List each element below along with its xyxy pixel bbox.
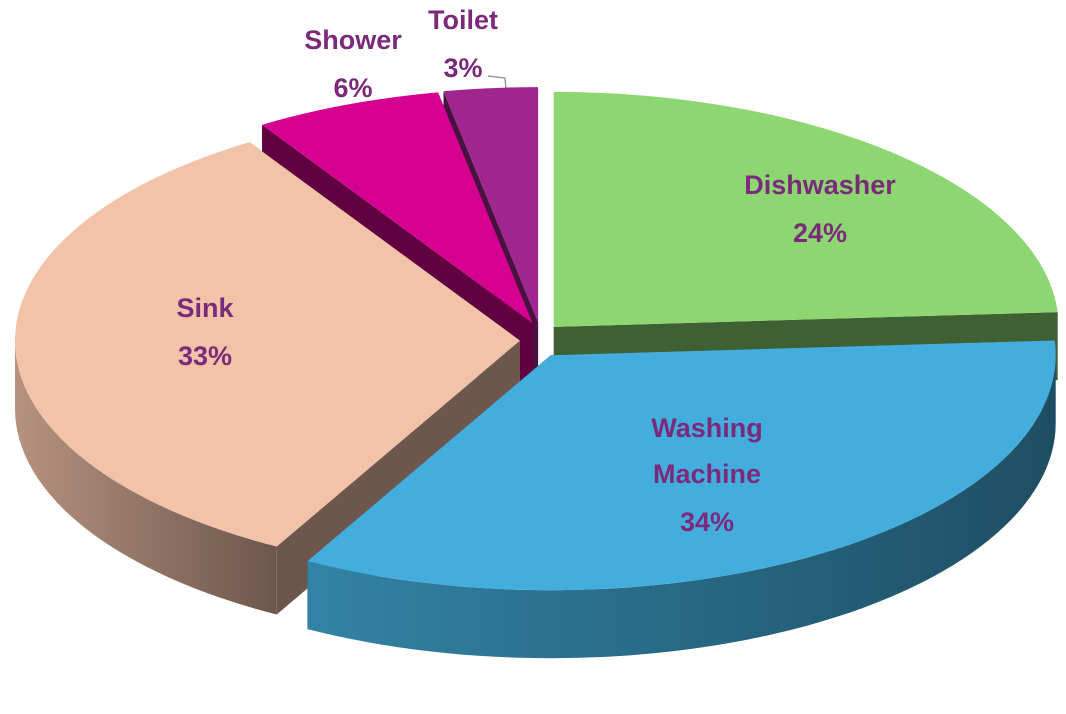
slice-top xyxy=(262,92,533,324)
value-label: 33% xyxy=(178,341,232,371)
slice-top xyxy=(15,142,521,547)
value-label: 34% xyxy=(680,507,734,537)
slice xyxy=(307,340,1056,659)
label-line: Dishwasher xyxy=(744,170,896,200)
slice-label: Dishwasher xyxy=(744,170,896,200)
label-line: Shower xyxy=(304,25,402,55)
label-line: Toilet xyxy=(428,5,498,35)
slice-label: Shower xyxy=(304,25,402,55)
slice-label: Sink xyxy=(176,293,234,323)
value-label: 6% xyxy=(333,73,372,103)
label-line: Machine xyxy=(653,459,761,489)
value-label: 24% xyxy=(793,218,847,248)
label-line: Washing xyxy=(651,413,763,443)
slice-label: Washing Machine xyxy=(651,413,763,489)
slice-top xyxy=(553,91,1058,327)
slice-label: Toilet xyxy=(428,5,498,35)
slice-top xyxy=(443,87,539,323)
slice-wall xyxy=(15,340,277,615)
label-line: Sink xyxy=(176,293,234,323)
slice-wall xyxy=(307,355,1056,659)
value-label: 3% xyxy=(443,53,482,83)
slice-top xyxy=(307,340,1056,591)
